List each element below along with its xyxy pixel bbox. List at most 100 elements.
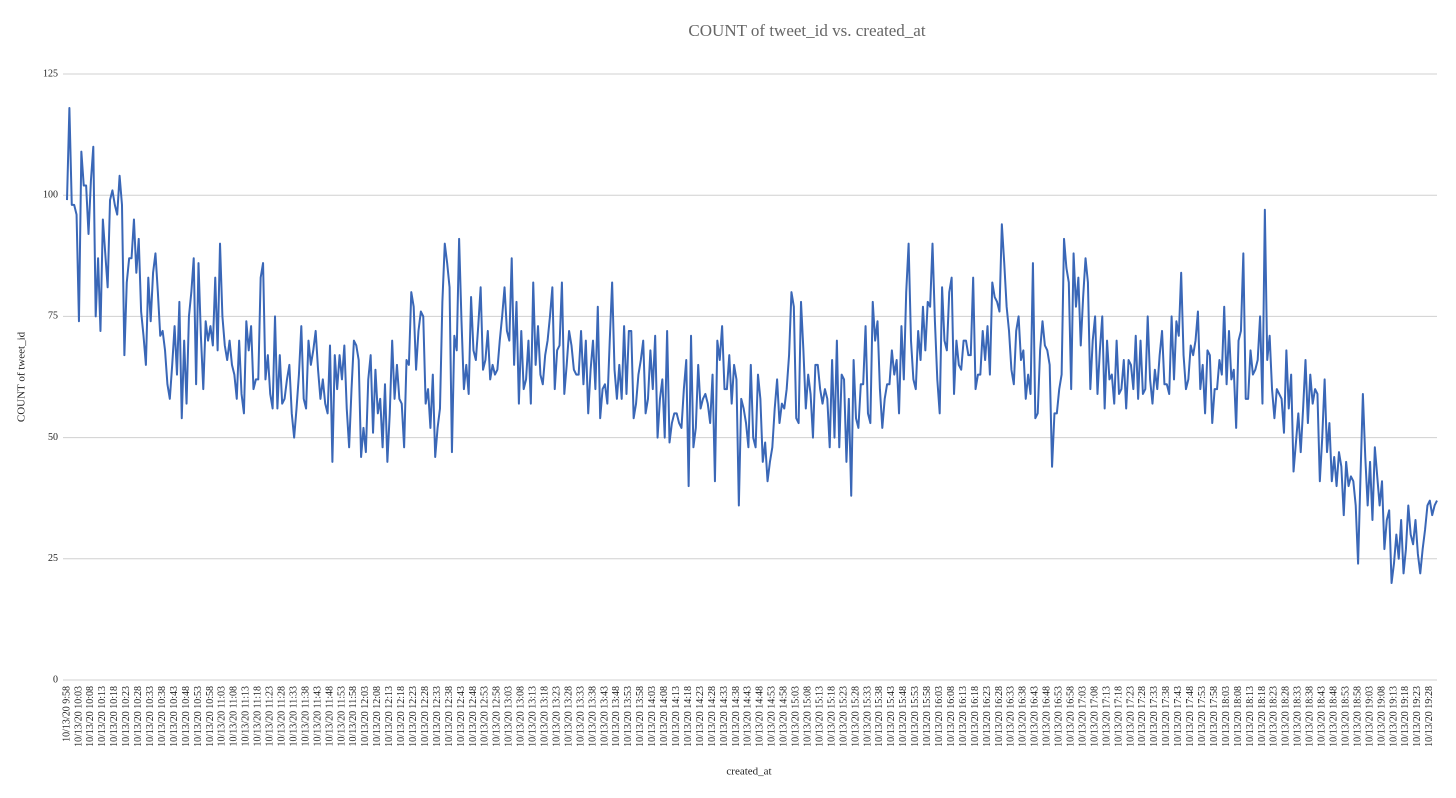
x-tick-label: 10/13/20 11:28: [276, 686, 287, 746]
x-tick-label: 10/13/20 18:53: [1340, 686, 1351, 747]
x-tick-label: 10/13/20 11:03: [217, 686, 228, 746]
x-tick-label: 10/13/20 16:48: [1042, 686, 1053, 747]
x-tick-label: 10/13/20 12:03: [360, 686, 371, 747]
x-tick-label: 10/13/20 19:18: [1400, 686, 1411, 747]
x-tick-label: 10/13/20 14:03: [647, 686, 658, 747]
x-tick-label: 10/13/20 16:53: [1054, 686, 1065, 747]
x-tick-label: 10/13/20 16:08: [946, 686, 957, 747]
x-tick-label: 10/13/20 12:23: [408, 686, 419, 747]
x-tick-label: 10/13/20 12:58: [492, 686, 503, 747]
x-tick-label: 10/13/20 13:43: [599, 686, 610, 747]
x-tick-label: 10/13/20 15:58: [922, 686, 933, 747]
x-tick-label: 10/13/20 14:58: [779, 686, 790, 747]
x-tick-label: 10/13/20 19:23: [1412, 686, 1423, 747]
x-tick-label: 10/13/20 16:13: [958, 686, 969, 747]
x-tick-label: 10/13/20 17:23: [1125, 686, 1136, 747]
x-tick-label: 10/13/20 14:23: [695, 686, 706, 747]
x-tick-label: 10/13/20 14:13: [671, 686, 682, 747]
x-tick-label: 10/13/20 18:13: [1245, 686, 1256, 747]
x-tick-label: 10/13/20 17:03: [1077, 686, 1088, 747]
x-tick-label: 10/13/20 18:18: [1257, 686, 1268, 747]
x-tick-label: 10/13/20 15:03: [791, 686, 802, 747]
y-tick-label: 100: [43, 189, 58, 200]
x-tick-label: 10/13/20 11:23: [265, 686, 276, 746]
y-axis-label: COUNT of tweet_id: [16, 331, 28, 422]
x-tick-label: 10/13/20 10:53: [193, 686, 204, 747]
x-tick-label: 10/13/20 13:23: [551, 686, 562, 747]
x-tick-label: 10/13/20 17:08: [1089, 686, 1100, 747]
x-tick-label: 10/13/20 18:43: [1317, 686, 1328, 747]
x-tick-label: 10/13/20 14:38: [731, 686, 742, 747]
x-tick-label: 10/13/20 18:38: [1305, 686, 1316, 747]
x-tick-label: 10/13/20 18:58: [1352, 686, 1363, 747]
x-tick-label: 10/13/20 12:18: [396, 686, 407, 747]
x-tick-label: 10/13/20 14:28: [707, 686, 718, 747]
x-tick-label: 10/13/20 15:23: [838, 686, 849, 747]
x-tick-label: 10/13/20 19:03: [1364, 686, 1375, 747]
x-tick-label: 10/13/20 14:53: [767, 686, 778, 747]
x-tick-label: 10/13/20 16:38: [1018, 686, 1029, 747]
x-tick-label: 10/13/20 15:33: [862, 686, 873, 747]
x-tick-label: 10/13/20 10:13: [97, 686, 108, 747]
x-tick-label: 10/13/20 13:13: [528, 686, 539, 747]
x-axis-label: created_at: [726, 766, 771, 778]
x-tick-label: 10/13/20 11:13: [241, 686, 252, 746]
x-tick-label: 10/13/20 18:48: [1328, 686, 1339, 747]
x-tick-label: 10/13/20 10:48: [181, 686, 192, 747]
x-tick-label: 10/13/20 10:58: [205, 686, 216, 747]
x-tick-label: 10/13/20 12:43: [456, 686, 467, 747]
x-tick-label: 10/13/20 17:53: [1197, 686, 1208, 747]
x-tick-label: 10/13/20 13:58: [635, 686, 646, 747]
x-tick-label: 10/13/20 16:28: [994, 686, 1005, 747]
x-tick-label: 10/13/20 13:18: [539, 686, 550, 747]
x-tick-label: 10/13/20 17:58: [1209, 686, 1220, 747]
data-line: [66, 106, 1438, 585]
y-tick-label: 125: [43, 68, 58, 79]
x-tick-label: 10/13/20 11:43: [312, 686, 323, 746]
x-tick-label: 10/13/20 15:18: [826, 686, 837, 747]
x-tick-label: 10/13/20 10:08: [85, 686, 96, 747]
x-tick-label: 10/13/20 17:18: [1113, 686, 1124, 747]
x-tick-label: 10/13/20 17:13: [1101, 686, 1112, 747]
x-tick-label: 10/13/20 17:43: [1173, 686, 1184, 747]
x-tick-label: 10/13/20 14:18: [683, 686, 694, 747]
x-tick-label: 10/13/20 17:48: [1185, 686, 1196, 747]
x-tick-label: 10/13/20 9:58: [61, 686, 72, 742]
x-tick-label: 10/13/20 13:03: [504, 686, 515, 747]
x-tick-label: 10/13/20 11:18: [253, 686, 264, 746]
x-tick-label: 10/13/20 13:33: [575, 686, 586, 747]
chart-title: COUNT of tweet_id vs. created_at: [688, 21, 925, 40]
x-tick-label: 10/13/20 14:48: [755, 686, 766, 747]
x-tick-label: 10/13/20 15:28: [850, 686, 861, 747]
y-tick-label: 75: [48, 311, 58, 322]
x-tick-label: 10/13/20 13:28: [563, 686, 574, 747]
x-tick-label: 10/13/20 13:48: [611, 686, 622, 747]
x-tick-label: 10/13/20 18:23: [1269, 686, 1280, 747]
x-tick-label: 10/13/20 12:28: [420, 686, 431, 747]
x-tick-label: 10/13/20 19:13: [1388, 686, 1399, 747]
x-tick-label: 10/13/20 10:03: [73, 686, 84, 747]
x-tick-label: 10/13/20 18:08: [1233, 686, 1244, 747]
x-tick-label: 10/13/20 15:53: [910, 686, 921, 747]
x-tick-label: 10/13/20 12:53: [480, 686, 491, 747]
x-tick-label: 10/13/20 16:03: [934, 686, 945, 747]
x-tick-label: 10/13/20 17:28: [1137, 686, 1148, 747]
x-tick-label: 10/13/20 10:28: [133, 686, 144, 747]
x-tick-label: 10/13/20 12:38: [444, 686, 455, 747]
x-tick-label: 10/13/20 15:38: [874, 686, 885, 747]
x-tick-label: 10/13/20 16:23: [982, 686, 993, 747]
y-tick-label: 0: [53, 674, 58, 685]
x-tick-label: 10/13/20 19:28: [1424, 686, 1435, 747]
x-tick-label: 10/13/20 16:58: [1065, 686, 1076, 747]
x-tick-label: 10/13/20 14:33: [719, 686, 730, 747]
x-tick-label: 10/13/20 17:33: [1149, 686, 1160, 747]
x-tick-label: 10/13/20 11:08: [229, 686, 240, 746]
x-tick-label: 10/13/20 15:43: [886, 686, 897, 747]
x-tick-label: 10/13/20 18:03: [1221, 686, 1232, 747]
x-tick-label: 10/13/20 10:38: [157, 686, 168, 747]
x-tick-label: 10/13/20 10:23: [121, 686, 132, 747]
x-tick-label: 10/13/20 13:08: [516, 686, 527, 747]
x-tick-label: 10/13/20 15:08: [802, 686, 813, 747]
x-tick-label: 10/13/20 11:53: [336, 686, 347, 746]
x-tick-label: 10/13/20 10:43: [169, 686, 180, 747]
